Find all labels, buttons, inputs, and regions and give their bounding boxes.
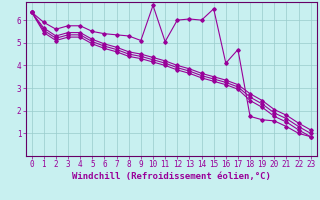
X-axis label: Windchill (Refroidissement éolien,°C): Windchill (Refroidissement éolien,°C)	[72, 172, 271, 181]
